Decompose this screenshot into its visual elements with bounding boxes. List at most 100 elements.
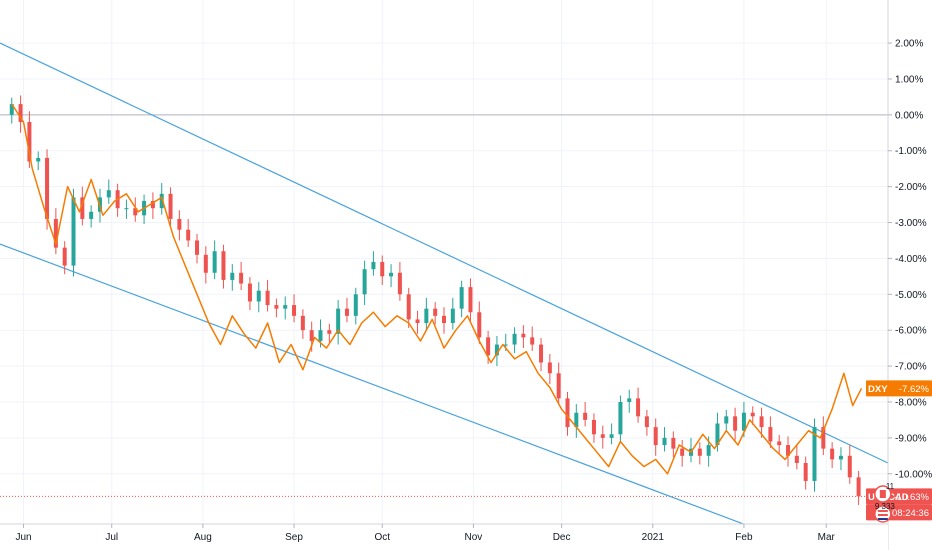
candle	[565, 391, 570, 436]
x-axis[interactable]: Jun Jul Aug Sep Oct Nov Dec 2021 Feb Mar	[0, 523, 888, 550]
canada-event-flag-icon[interactable]: 11	[874, 482, 895, 503]
candle-body	[450, 308, 455, 324]
flag-stripe	[877, 518, 888, 520]
candle	[547, 353, 552, 385]
candle	[265, 279, 270, 312]
candle-body	[344, 308, 349, 316]
candle	[274, 298, 279, 318]
candle	[450, 297, 455, 330]
candle-body	[309, 330, 314, 341]
candle	[539, 338, 544, 372]
candle-body	[556, 373, 561, 399]
candle-body	[424, 308, 429, 324]
y-axis-tick-label: -2.00%	[895, 182, 927, 193]
candle	[221, 244, 226, 289]
candle-body	[230, 272, 235, 280]
candle	[212, 240, 217, 280]
candle-body	[706, 445, 711, 456]
candle-body	[195, 240, 200, 255]
candle-body	[168, 193, 173, 219]
candle-body	[715, 423, 720, 446]
candle	[380, 255, 385, 285]
candle-body	[494, 344, 499, 356]
candle	[574, 404, 579, 438]
candle	[680, 440, 685, 467]
candle	[750, 406, 755, 425]
channel-lower-trendline[interactable]	[0, 243, 829, 550]
candle	[618, 395, 623, 443]
candle	[300, 309, 305, 339]
candle-body	[256, 290, 261, 302]
x-axis-tick-label: Oct	[374, 532, 390, 543]
candle	[133, 197, 138, 222]
candle	[177, 210, 182, 241]
candle	[838, 447, 843, 471]
candle	[847, 445, 852, 484]
candle-body	[838, 455, 843, 460]
candle-body	[415, 319, 420, 324]
usa-event-flag-icon[interactable]: 9 333	[874, 502, 896, 523]
trendlines[interactable]	[0, 42, 889, 550]
channel-upper-trendline[interactable]	[0, 42, 889, 464]
candle-body	[159, 193, 164, 209]
candle-body	[177, 218, 182, 230]
candle	[203, 246, 208, 284]
candle-body	[671, 437, 676, 449]
candle	[636, 387, 641, 423]
candle	[415, 310, 420, 334]
x-axis-tick-label: Dec	[553, 532, 571, 543]
candle-body	[150, 200, 155, 209]
x-axis-tick-label: Sep	[285, 532, 303, 543]
flag-stripe	[877, 514, 888, 516]
y-axis-tick-label: 2.00%	[895, 39, 923, 50]
y-axis-tick-label: -7.00%	[895, 362, 927, 373]
candle-body	[89, 211, 94, 219]
candle	[362, 260, 367, 306]
candle	[671, 431, 676, 458]
candle-body	[203, 254, 208, 273]
candle-body	[512, 333, 517, 345]
x-axis-tick-label: Feb	[735, 532, 753, 543]
candle	[186, 218, 191, 247]
y-axis[interactable]: 2.00% 1.00% 0.00% -1.00% -2.00% -3.00% -4.00% -…	[887, 0, 932, 550]
x-axis-tick-label: Nov	[465, 532, 483, 543]
candle-body	[591, 419, 596, 435]
usdcad-series-value: -10.63%	[894, 492, 930, 503]
candle	[239, 262, 244, 290]
candle	[786, 436, 791, 467]
candle	[856, 470, 861, 505]
candle-body	[186, 229, 191, 241]
candle	[80, 186, 85, 226]
candle-body	[565, 398, 570, 428]
candle	[230, 264, 235, 291]
y-axis-tick-label: -9.00%	[895, 433, 927, 444]
dxy-series-line	[11, 103, 863, 475]
grid	[0, 0, 888, 524]
x-axis-tick-label: 2021	[642, 532, 665, 543]
event-markers[interactable]: 11 9 333	[874, 482, 896, 523]
candle-body	[283, 305, 288, 309]
x-axis-background	[0, 524, 888, 550]
candle-body	[212, 251, 217, 273]
candle	[777, 434, 782, 454]
candle	[89, 205, 94, 228]
candle-body	[750, 412, 755, 417]
candle	[71, 188, 76, 277]
candle-body	[336, 308, 341, 334]
candle	[512, 327, 517, 354]
y-axis-tick-label: -4.00%	[895, 254, 927, 265]
candle	[62, 241, 67, 275]
candle-body	[265, 290, 270, 306]
candle-body	[9, 104, 14, 115]
candle	[733, 407, 738, 442]
candle-body	[477, 312, 482, 338]
candle-body	[397, 272, 402, 295]
candle	[36, 151, 41, 171]
x-axis-tick-label: Aug	[194, 532, 212, 543]
candle-body	[830, 448, 835, 460]
candle-body	[442, 315, 446, 324]
candle-body	[662, 437, 667, 446]
candle-body	[733, 416, 738, 431]
dxy-price-label: DXY -7.62%	[866, 380, 932, 397]
